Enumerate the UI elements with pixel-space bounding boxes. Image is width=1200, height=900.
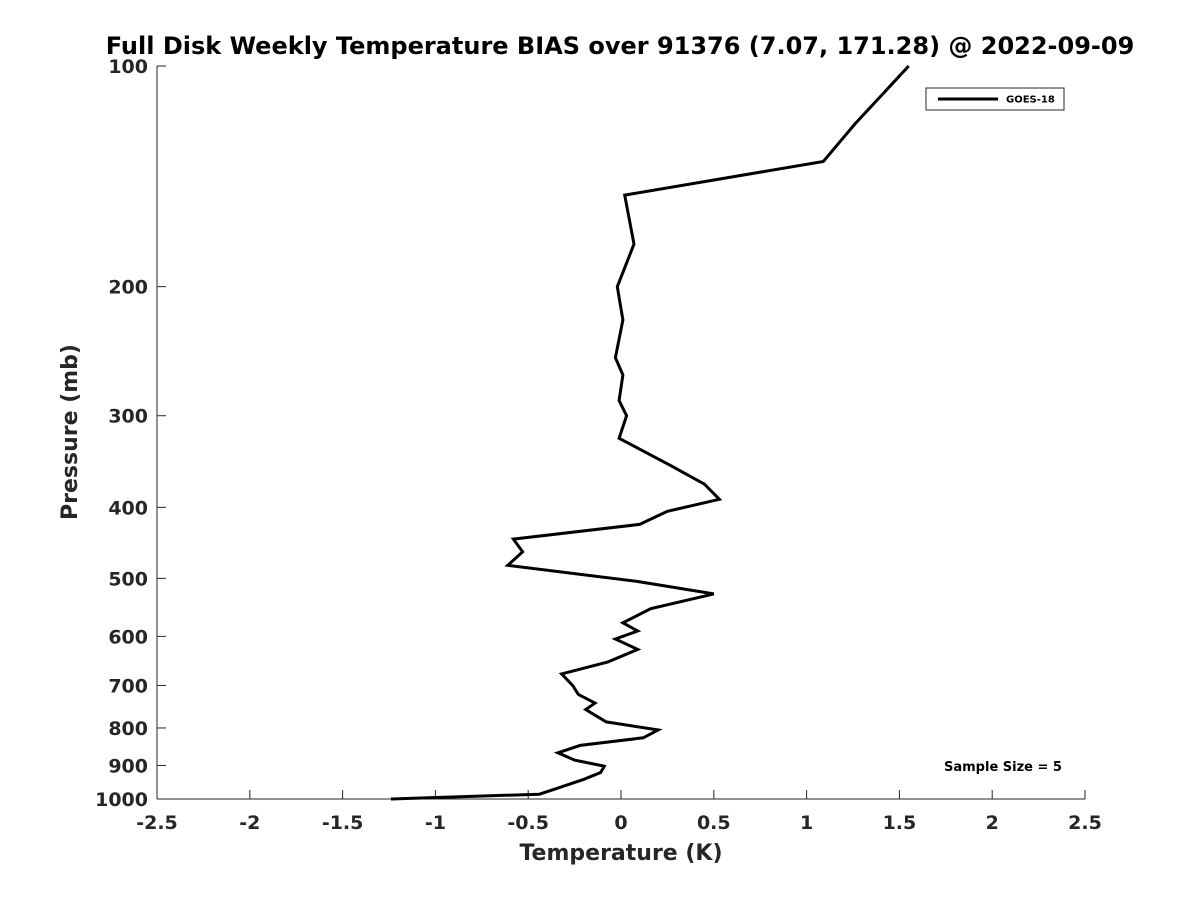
y-axis-label: Pressure (mb): [58, 344, 83, 520]
x-tick-label: -2.5: [136, 812, 178, 834]
y-tick-label: 200: [108, 277, 148, 299]
y-tick-label: 600: [108, 626, 148, 648]
x-tick-label: -1.5: [322, 812, 364, 834]
sample-size-annotation: Sample Size = 5: [944, 760, 1062, 775]
x-tick-label: -1: [425, 812, 446, 834]
x-tick-label: -0.5: [507, 812, 549, 834]
y-tick-label: 800: [108, 718, 148, 740]
series-group: [390, 64, 910, 801]
y-ticks: 100 200 300 400 500 600 700 800 900 1000: [95, 56, 166, 811]
y-tick-label: 900: [108, 755, 148, 777]
x-axis-label: Temperature (K): [519, 841, 722, 866]
x-tick-label: 0: [614, 812, 627, 834]
series-line-goes-18: [390, 64, 910, 801]
y-tick-label: 1000: [95, 789, 148, 811]
y-tick-label: 300: [108, 406, 148, 428]
x-tick-label: -2: [239, 812, 260, 834]
legend-label-goes-18: GOES-18: [1006, 95, 1055, 106]
x-tick-label: 1.5: [883, 812, 917, 834]
y-tick-label: 500: [108, 568, 148, 590]
x-tick-label: 0.5: [697, 812, 731, 834]
x-ticks: -2.5 -2 -1.5 -1 -0.5 0 0.5 1 1.5 2 2.5: [136, 790, 1102, 834]
plot-area: -2.5 -2 -1.5 -1 -0.5 0 0.5 1 1.5 2 2.5 100 200 300 40…: [95, 56, 1102, 834]
y-tick-label: 700: [108, 675, 148, 697]
y-tick-label: 100: [108, 56, 148, 78]
y-tick-label: 400: [108, 497, 148, 519]
x-tick-label: 1: [800, 812, 813, 834]
chart-title: Full Disk Weekly Temperature BIAS over 9…: [106, 32, 1135, 60]
x-tick-label: 2.5: [1068, 812, 1102, 834]
x-tick-label: 2: [986, 812, 999, 834]
legend: GOES-18: [925, 87, 1065, 111]
